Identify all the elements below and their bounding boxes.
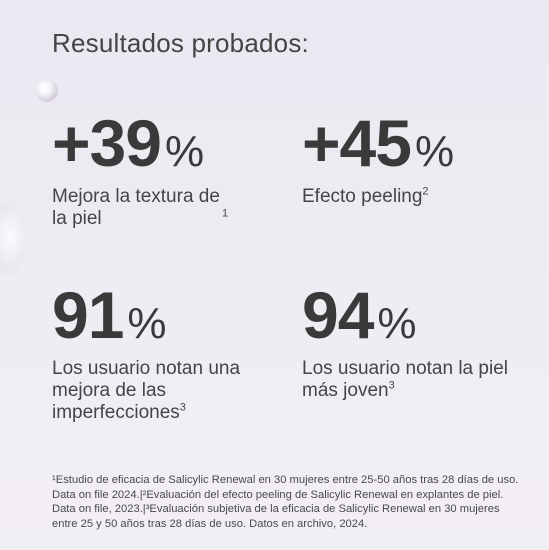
- stat-description-text: Los usuario notan la piel más joven: [302, 358, 508, 401]
- stat-younger-skin: 94 % Los usuario notan la piel más joven…: [302, 282, 532, 402]
- stat-imperfections: 91 % Los usuario notan una mejora de las…: [52, 282, 282, 424]
- footnote-ref: 2: [422, 185, 429, 198]
- stat-value: 94 %: [302, 282, 532, 348]
- stat-value: +39 %: [52, 110, 282, 176]
- stat-description: Mejora la textura de la piel 1: [52, 186, 282, 230]
- stat-description-text: Los usuario notan una mejora de las impe…: [52, 358, 251, 423]
- stat-peeling: +45 % Efecto peeling2: [302, 110, 532, 208]
- stat-unit: %: [164, 127, 205, 176]
- stat-number: 94: [302, 278, 374, 352]
- stat-value: 91 %: [52, 282, 282, 348]
- stat-value: +45 %: [302, 110, 532, 176]
- stat-texture: +39 % Mejora la textura de la piel 1: [52, 110, 282, 230]
- stat-description: Efecto peeling2: [302, 186, 532, 208]
- bubble-decoration: [36, 80, 58, 102]
- stat-unit: %: [127, 299, 167, 348]
- footnote-ref: 1: [222, 207, 229, 220]
- stat-number: +45: [302, 106, 412, 180]
- stat-description: Los usuario notan una mejora de las impe…: [52, 358, 282, 424]
- stat-description: Los usuario notan la piel más joven3: [302, 358, 532, 402]
- bubble-decoration: [0, 205, 26, 275]
- footnote-text: ¹Estudio de eficacia de Salicylic Renewa…: [52, 474, 519, 530]
- stat-unit: %: [377, 299, 417, 348]
- stat-number: +39: [52, 106, 162, 180]
- section-heading: Resultados probados:: [52, 28, 309, 58]
- footnote-ref: 3: [388, 379, 395, 392]
- stat-number: 91: [52, 278, 124, 352]
- footnote-ref: 3: [179, 401, 186, 414]
- stat-unit: %: [414, 127, 455, 176]
- stat-description-text: Efecto peeling: [302, 186, 423, 207]
- stat-description-text: Mejora la textura de la piel: [52, 186, 220, 229]
